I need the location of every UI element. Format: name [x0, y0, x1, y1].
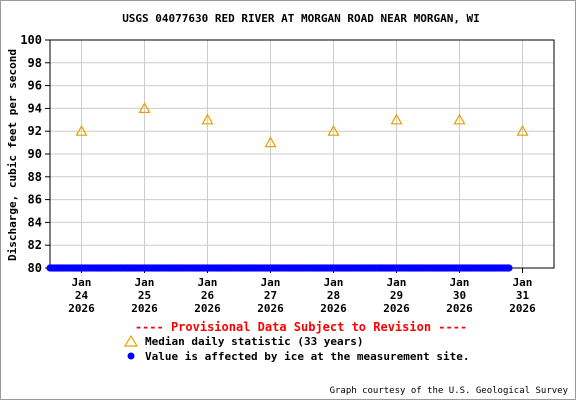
x-tick-label: 2026 [257, 302, 284, 315]
x-tick-label: Jan [513, 276, 533, 289]
x-tick-label: 28 [327, 289, 340, 302]
y-tick-label: 90 [28, 147, 42, 161]
y-tick-label: 100 [20, 33, 42, 47]
x-tick-label: 2026 [509, 302, 536, 315]
legend-ice-label: Value is affected by ice at the measurem… [145, 350, 470, 363]
x-tick-label: 24 [75, 289, 89, 302]
y-tick-label: 98 [28, 56, 42, 70]
credit-text: Graph courtesy of the U.S. Geological Su… [330, 386, 569, 396]
legend-dot-icon [127, 352, 135, 360]
ice-data-point [505, 264, 513, 272]
x-tick-label: 2026 [131, 302, 158, 315]
y-tick-label: 88 [28, 170, 42, 184]
median-triangle-marker [138, 102, 151, 113]
x-tick-label: 2026 [446, 302, 473, 315]
y-tick-label: 82 [28, 238, 42, 252]
median-triangle-marker [516, 124, 529, 136]
y-axis-ticks: 80 82 84 86 88 90 92 94 96 98 100 [20, 33, 50, 275]
y-tick-label: 94 [28, 101, 42, 115]
x-tick-label: 30 [453, 289, 466, 302]
ice-affected-series [46, 264, 513, 272]
median-triangle-marker [264, 136, 277, 148]
x-tick-label: Jan [198, 276, 218, 289]
median-triangle-marker [327, 124, 340, 136]
x-tick-label: Jan [261, 276, 281, 289]
x-tick-label: Jan [450, 276, 470, 289]
chart-title: USGS 04077630 RED RIVER AT MORGAN ROAD N… [122, 12, 480, 25]
y-axis-label: Discharge, cubic feet per second [6, 49, 19, 261]
x-tick-label: 27 [264, 289, 277, 302]
median-triangle-marker [453, 113, 466, 125]
y-tick-label: 84 [28, 215, 42, 229]
x-tick-label: 29 [390, 289, 403, 302]
x-tick-label: 25 [138, 289, 151, 302]
y-tick-label: 92 [28, 124, 42, 138]
x-tick-label: Jan [324, 276, 344, 289]
x-tick-label: 2026 [320, 302, 347, 315]
x-tick-label: 26 [201, 289, 215, 302]
x-tick-label: 31 [516, 289, 530, 302]
y-tick-label: 96 [28, 79, 42, 93]
x-tick-label: Jan [72, 276, 92, 289]
x-tick-label: Jan [135, 276, 155, 289]
provisional-note: ---- Provisional Data Subject to Revisio… [135, 320, 467, 334]
y-tick-label: 86 [28, 193, 42, 207]
median-series [75, 102, 529, 148]
median-triangle-marker [201, 113, 214, 125]
legend-median-label: Median daily statistic (33 years) [145, 335, 364, 348]
x-axis-ticks: Jan242026Jan252026Jan262026Jan272026Jan2… [68, 268, 536, 315]
x-tick-label: 2026 [68, 302, 95, 315]
median-triangle-marker [390, 113, 403, 125]
median-triangle-marker [75, 124, 88, 136]
x-tick-label: 2026 [194, 302, 221, 315]
y-tick-label: 80 [28, 261, 42, 275]
grid-lines [50, 39, 554, 269]
legend-triangle-icon [123, 334, 139, 347]
x-tick-label: Jan [387, 276, 407, 289]
x-tick-label: 2026 [383, 302, 410, 315]
legend: Median daily statistic (33 years) Value … [123, 334, 470, 363]
